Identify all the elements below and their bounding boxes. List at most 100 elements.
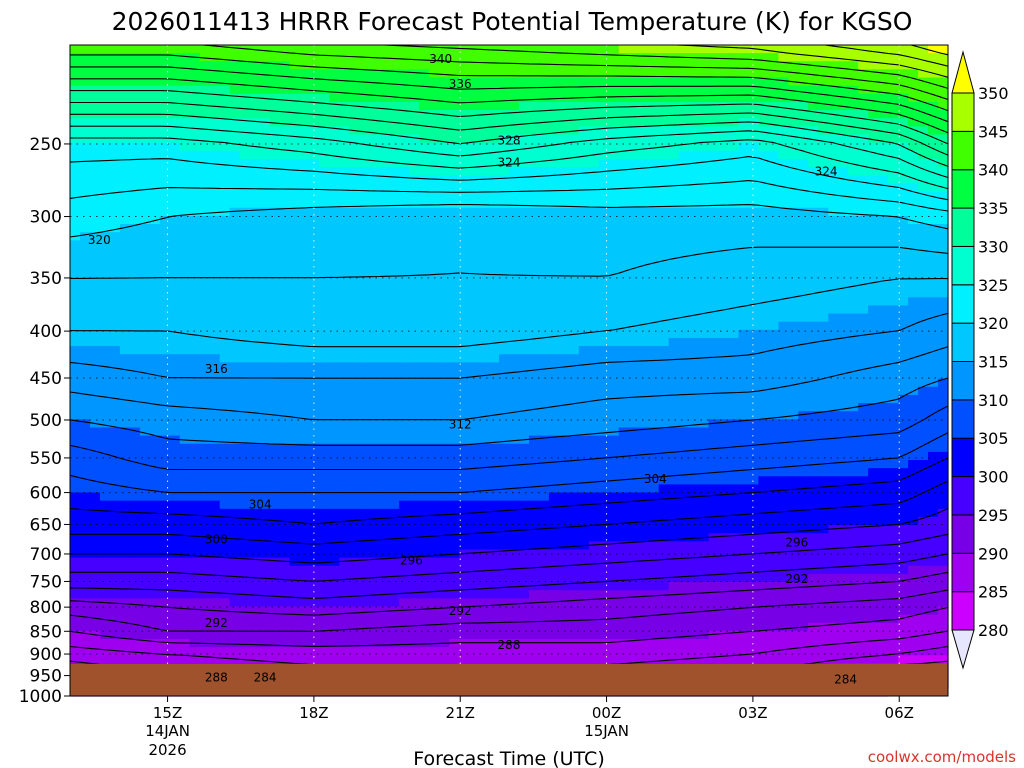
field-cell [70, 215, 81, 225]
field-cell [149, 419, 161, 429]
field-cell [119, 443, 131, 453]
field-cell [219, 403, 231, 412]
field-cell [369, 240, 380, 250]
field-cell [359, 93, 370, 103]
field-cell [439, 93, 450, 103]
field-cell [329, 167, 340, 176]
field-cell [79, 118, 91, 127]
field-cell [728, 272, 740, 282]
field-cell [738, 167, 750, 176]
field-cell [259, 451, 271, 461]
field-cell [139, 362, 151, 372]
field-cell [858, 256, 869, 266]
field-cell [469, 411, 480, 420]
field-cell [828, 167, 839, 176]
field-cell [309, 45, 321, 54]
field-cell [908, 476, 919, 486]
field-cell [818, 435, 829, 445]
field-cell [249, 158, 261, 168]
field-cell [888, 93, 899, 103]
field-cell [838, 126, 849, 136]
field-cell [728, 386, 740, 396]
field-cell [289, 167, 301, 176]
field-cell [349, 354, 360, 363]
field-cell [628, 53, 640, 62]
field-cell [229, 427, 241, 437]
field-cell [379, 411, 390, 420]
field-cell [658, 93, 670, 103]
field-cell [568, 403, 580, 412]
field-cell [239, 77, 251, 87]
field-cell [289, 313, 301, 323]
field-cell [528, 468, 540, 477]
field-cell [918, 232, 929, 241]
field-cell [339, 460, 350, 469]
field-cell [499, 150, 510, 160]
field-cell [319, 69, 331, 79]
field-cell [548, 354, 560, 363]
field-cell [868, 264, 879, 274]
field-cell [329, 77, 340, 87]
field-cell [638, 134, 650, 144]
field-cell [329, 110, 340, 119]
field-cell [70, 427, 81, 437]
field-cell [888, 362, 899, 372]
field-cell [528, 126, 540, 136]
field-cell [169, 101, 181, 111]
field-cell [489, 427, 500, 437]
field-cell [758, 321, 770, 331]
field-cell [938, 85, 949, 95]
field-cell [399, 403, 410, 412]
field-cell [628, 289, 640, 298]
field-cell [518, 329, 530, 339]
field-cell [169, 427, 181, 437]
field-cell [628, 110, 640, 119]
field-cell [229, 411, 241, 420]
field-cell [878, 435, 889, 445]
field-cell [89, 158, 101, 168]
field-cell [339, 321, 350, 331]
field-cell [908, 435, 919, 445]
field-cell [718, 370, 730, 380]
field-cell [169, 142, 181, 152]
field-cell [299, 354, 311, 363]
field-cell [349, 484, 360, 494]
field-cell [648, 126, 660, 136]
field-cell [329, 370, 340, 380]
field-cell [548, 427, 560, 437]
field-cell [399, 362, 410, 372]
field-cell [189, 77, 201, 87]
field-cell [319, 232, 331, 241]
field-cell [618, 142, 630, 152]
field-cell [738, 362, 750, 372]
field-cell [299, 207, 311, 217]
field-cell [788, 142, 799, 152]
field-cell [658, 370, 670, 380]
field-cell [439, 386, 450, 396]
field-cell [239, 460, 251, 469]
field-cell [149, 175, 161, 184]
field-cell [99, 337, 111, 347]
field-cell [349, 207, 360, 217]
field-cell [139, 93, 151, 103]
field-cell [908, 240, 919, 250]
field-cell [938, 280, 949, 290]
field-cell [139, 435, 151, 445]
field-cell [728, 329, 740, 339]
field-cell [329, 354, 340, 363]
field-cell [828, 256, 839, 266]
field-cell [828, 427, 839, 437]
field-cell [249, 53, 261, 62]
field-cell [79, 305, 91, 315]
field-cell [728, 476, 740, 486]
field-cell [868, 85, 879, 95]
field-cell [449, 248, 460, 258]
field-cell [598, 386, 610, 396]
field-cell [928, 297, 939, 306]
field-cell [279, 289, 291, 298]
field-cell [139, 297, 151, 306]
field-cell [868, 427, 879, 437]
field-cell [439, 321, 450, 331]
field-cell [489, 175, 500, 184]
field-cell [429, 403, 440, 412]
